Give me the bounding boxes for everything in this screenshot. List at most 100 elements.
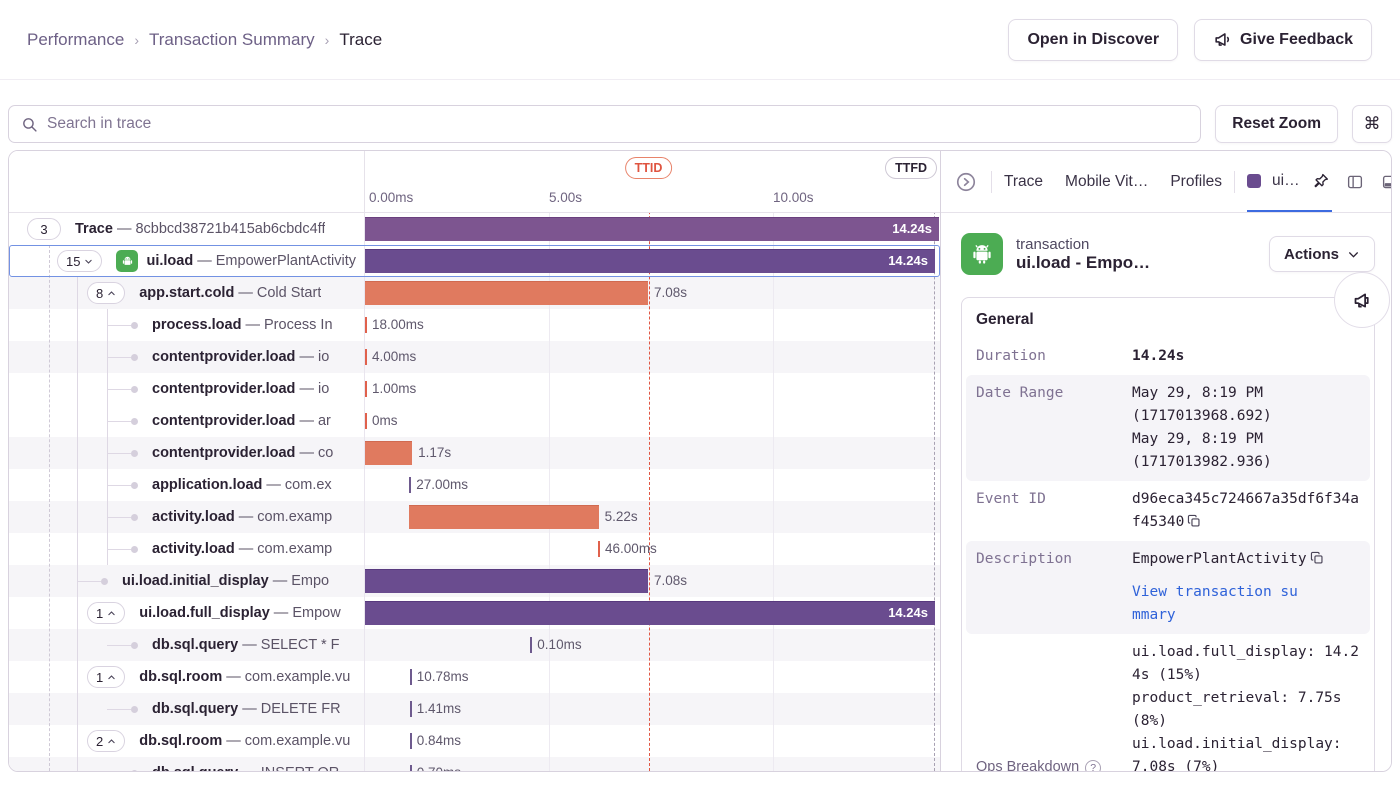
trace-row[interactable]: 15 ui.load — EmpowerPlantActivity 14.24s [9,245,940,277]
waterfall-header: TTID TTFD 0.00ms 5.00s 10.00s [9,151,940,213]
copy-icon[interactable] [1187,514,1201,528]
span-instant-tick[interactable] [530,637,533,653]
trace-row[interactable]: application.load — com.ex 27.00ms [9,469,940,501]
trace-row[interactable]: 8 app.start.cold — Cold Start 7.08s [9,277,940,309]
tree-connector [77,580,101,582]
span-duration-bar[interactable]: 14.24s [365,249,935,273]
span-count: 3 [40,221,48,237]
span-count-pill[interactable]: 8 [87,282,126,304]
shortcuts-button[interactable]: ⌘ [1352,105,1392,143]
span-duration-bar[interactable] [409,505,599,529]
tabbar-divider [1234,170,1236,193]
tab-active-span[interactable]: ui… [1247,151,1332,212]
trace-row[interactable]: db.sql.query — SELECT * F 0.10ms [9,629,940,661]
general-key: Ops Breakdown ? [976,756,1122,771]
trace-row[interactable]: 3 Trace — 8cbbcd38721b415ab6cbdc4ff 14.24s [9,213,940,245]
span-instant-tick[interactable] [409,733,412,749]
span-count-pill[interactable]: 2 [87,730,126,752]
span-count-pill[interactable]: 3 [27,218,61,240]
give-feedback-button[interactable]: Give Feedback [1194,18,1372,61]
trace-row[interactable]: contentprovider.load — io 4.00ms [9,341,940,373]
tree-connector [107,388,131,390]
breadcrumb-transaction-summary[interactable]: Transaction Summary [149,29,315,49]
span-duration-bar[interactable] [365,569,648,593]
trace-row[interactable]: 1 ui.load.full_display — Empow 14.24s [9,597,940,629]
span-instant-tick[interactable] [365,381,367,397]
tree-connector [107,452,131,454]
span-label: ui.load.full_display — Empow [139,605,341,621]
span-label: db.sql.room — com.example.vu [139,669,351,685]
span-label: contentprovider.load — io [152,381,330,397]
tree-cell: 1 ui.load.full_display — Empow [9,597,365,629]
feedback-fab-button[interactable] [1334,272,1390,328]
tree-cell: db.sql.query — DELETE FR [9,693,365,725]
span-count-pill[interactable]: 1 [87,666,126,688]
span-instant-tick[interactable] [365,349,367,365]
span-label: ui.load.initial_display — Empo [122,573,330,589]
trace-row[interactable]: contentprovider.load — co 1.17s [9,437,940,469]
span-instant-tick[interactable] [409,477,412,493]
span-instant-tick[interactable] [409,765,412,771]
span-leaf-dot [131,417,138,425]
duration-label: 1.41ms [416,701,462,716]
span-duration-bar[interactable] [365,281,648,305]
span-duration-bar[interactable]: 14.24s [365,217,939,241]
trace-row[interactable]: 2 db.sql.room — com.example.vu 0.84ms [9,725,940,757]
tab-profiles[interactable]: Profiles [1170,172,1223,190]
span-count-pill[interactable]: 15 [57,250,103,272]
span-label: process.load — Process In [152,317,333,333]
command-key-icon: ⌘ [1363,114,1381,133]
span-leaf-dot [131,705,138,713]
span-count: 1 [96,605,104,621]
search-input[interactable] [47,115,1189,133]
collapse-drawer-icon[interactable] [953,169,979,195]
ttid-badge[interactable]: TTID [624,157,673,179]
duration-label: 7.08s [653,573,687,588]
copy-icon[interactable] [1310,551,1324,565]
span-leaf-dot [131,449,138,457]
span-duration-bar[interactable] [365,441,413,465]
actions-button[interactable]: Actions [1268,236,1375,272]
duration-label: 14.24s [888,253,928,268]
tree-cell: db.sql.query — INSERT OR [9,757,365,771]
span-instant-tick[interactable] [409,701,412,717]
trace-row[interactable]: activity.load — com.examp 5.22s [9,501,940,533]
trace-row[interactable]: contentprovider.load — io 1.00ms [9,373,940,405]
trace-rows: 3 Trace — 8cbbcd38721b415ab6cbdc4ff 14.24s… [9,213,940,771]
span-duration-bar[interactable]: 14.24s [365,601,935,625]
ttfd-badge[interactable]: TTFD [885,157,937,179]
span-instant-tick[interactable] [365,317,367,333]
tab-trace[interactable]: Trace [1004,172,1044,190]
layout-sidebar-left-icon[interactable] [1344,171,1366,193]
search-box[interactable] [8,105,1202,143]
reset-zoom-button[interactable]: Reset Zoom [1215,105,1338,143]
general-row: Duration 14.24s [966,338,1370,375]
span-count-pill[interactable]: 1 [87,602,126,624]
span-instant-tick[interactable] [365,413,367,429]
span-count: 15 [66,253,81,269]
breadcrumb-performance[interactable]: Performance [27,29,125,49]
trace-row[interactable]: db.sql.query — INSERT OR 0.70ms [9,757,940,771]
span-instant-tick[interactable] [409,669,412,685]
view-transaction-summary-link[interactable]: View transaction summary [1132,584,1298,623]
trace-row[interactable]: process.load — Process In 18.00ms [9,309,940,341]
trace-row[interactable]: 1 db.sql.room — com.example.vu 10.78ms [9,661,940,693]
span-instant-tick[interactable] [598,541,601,557]
layout-drawer-bottom-icon[interactable] [1379,171,1391,193]
chart-cell: 14.24s [365,213,940,245]
pin-tab-icon[interactable] [1310,170,1332,192]
chart-cell: 5.22s [365,501,940,533]
duration-label: 0.84ms [416,733,462,748]
trace-row[interactable]: activity.load — com.examp 46.00ms [9,533,940,565]
general-value: May 29, 8:19 PM (1717013968.692) May 29, 8… [1132,385,1272,470]
general-key: Event ID [976,491,1046,507]
chart-cell: 7.08s [365,277,940,309]
duration-label: 14.24s [888,605,928,620]
trace-row[interactable]: contentprovider.load — ar 0ms [9,405,940,437]
help-icon[interactable]: ? [1085,760,1102,771]
general-section-title: General [976,311,1034,328]
trace-row[interactable]: db.sql.query — DELETE FR 1.41ms [9,693,940,725]
open-in-discover-button[interactable]: Open in Discover [1008,18,1179,61]
trace-row[interactable]: ui.load.initial_display — Empo 7.08s [9,565,940,597]
tab-mobilevit[interactable]: Mobile Vit… [1065,172,1149,190]
